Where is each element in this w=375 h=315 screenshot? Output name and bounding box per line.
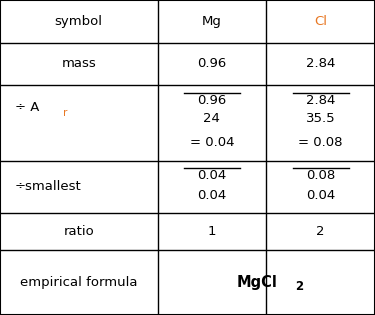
Text: 0.08: 0.08 <box>306 169 335 182</box>
Text: 1: 1 <box>208 225 216 238</box>
Text: 0.96: 0.96 <box>197 94 226 107</box>
Text: 2.84: 2.84 <box>306 94 335 107</box>
Text: r: r <box>63 108 68 118</box>
Text: mass: mass <box>62 57 96 70</box>
Text: 2: 2 <box>295 280 303 293</box>
Text: = 0.08: = 0.08 <box>298 136 343 149</box>
Text: 2: 2 <box>316 225 325 238</box>
Text: ratio: ratio <box>63 225 94 238</box>
Text: Mg: Mg <box>202 15 222 28</box>
Text: empirical formula: empirical formula <box>20 276 138 289</box>
Text: 0.04: 0.04 <box>197 169 226 182</box>
Text: 0.04: 0.04 <box>306 190 335 203</box>
Text: 2.84: 2.84 <box>306 57 335 70</box>
Text: symbol: symbol <box>55 15 103 28</box>
Text: 24: 24 <box>203 112 220 125</box>
Text: ÷smallest: ÷smallest <box>15 180 82 193</box>
Text: 0.96: 0.96 <box>197 57 226 70</box>
Text: 0.04: 0.04 <box>197 190 226 203</box>
Text: = 0.04: = 0.04 <box>190 136 234 149</box>
Text: MgCl: MgCl <box>236 275 277 290</box>
Text: ÷ A: ÷ A <box>15 101 39 114</box>
Text: 35.5: 35.5 <box>306 112 335 125</box>
Text: Cl: Cl <box>314 15 327 28</box>
